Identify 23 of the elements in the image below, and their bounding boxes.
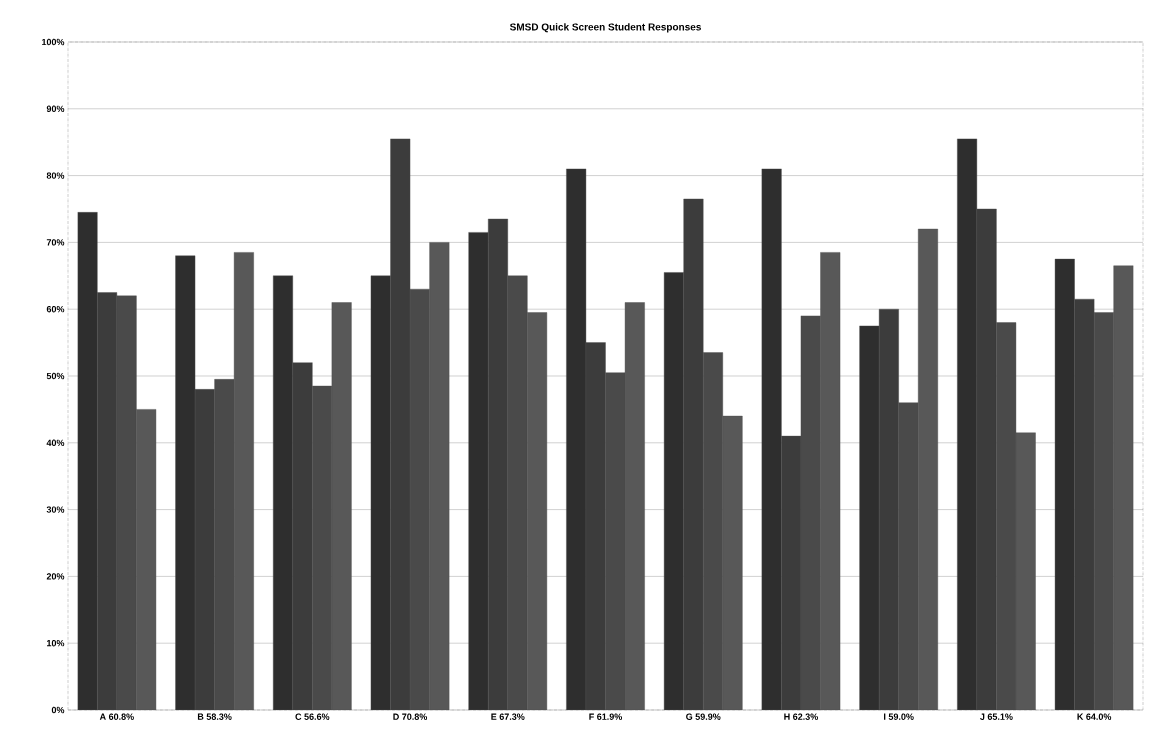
- y-tick-label: 10%: [47, 640, 65, 647]
- y-tick-label: 100%: [42, 38, 65, 46]
- y-tick-label: 70%: [46, 239, 65, 246]
- x-tick-label: I 59.0%: [884, 713, 914, 720]
- x-tick-label: J 65.1%: [980, 713, 1013, 720]
- x-tick-label: C 56.6%: [295, 713, 330, 720]
- y-tick-label: 0%: [51, 706, 65, 714]
- x-tick-label: B 58.3%: [197, 713, 232, 720]
- chart-title: SMSD Quick Screen Student Responses: [509, 23, 701, 33]
- y-tick-label: 90%: [46, 105, 65, 112]
- y-tick-label: 80%: [46, 172, 65, 179]
- x-tick-label: F 61.9%: [589, 713, 623, 720]
- x-tick-label: G 59.9%: [686, 713, 721, 720]
- y-tick-label: 30%: [46, 506, 65, 513]
- x-tick-label: K 64.0%: [1077, 713, 1112, 720]
- y-tick-label: 50%: [46, 372, 65, 380]
- x-tick-label: A 60.8%: [99, 713, 134, 720]
- y-tick-label: 60%: [46, 306, 65, 313]
- x-tick-label: D 70.8%: [393, 713, 428, 720]
- y-tick-label: 20%: [46, 573, 65, 580]
- x-tick-label: H 62.3%: [784, 713, 818, 720]
- y-tick-label: 40%: [46, 439, 65, 446]
- x-tick-label: E 67.3%: [491, 713, 525, 720]
